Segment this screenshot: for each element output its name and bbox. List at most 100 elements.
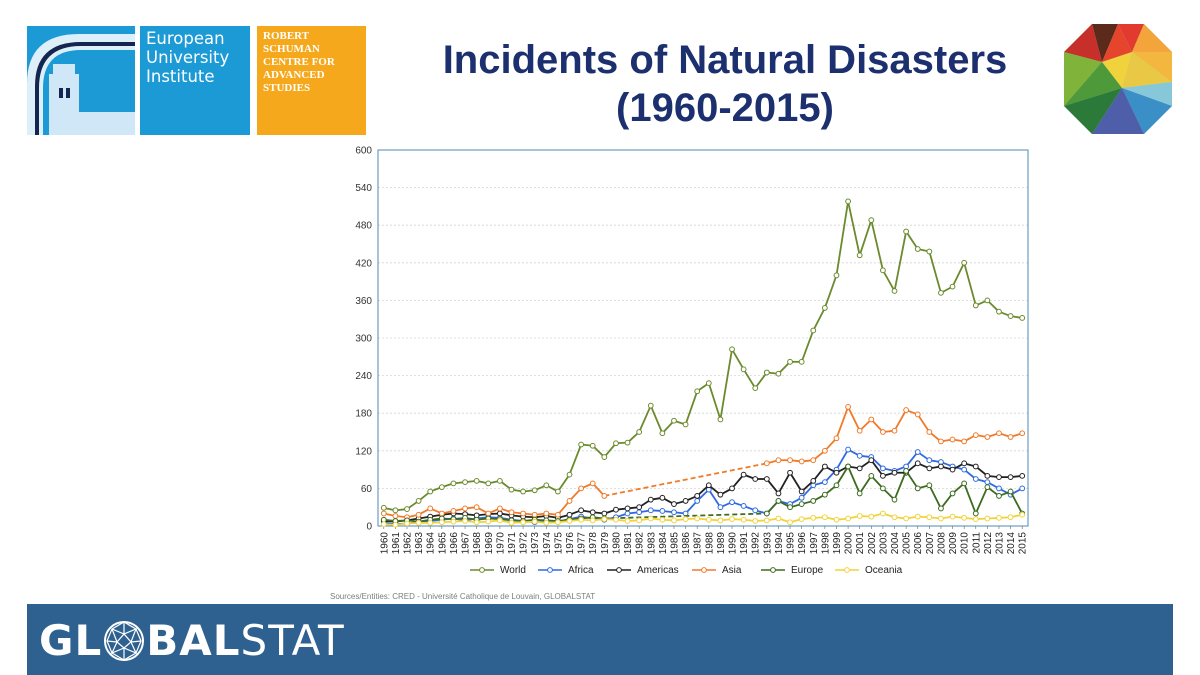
data-point: [415, 498, 422, 504]
data-point: [845, 446, 851, 453]
data-point: [775, 457, 782, 464]
data-point: [450, 480, 457, 487]
data-point: [578, 507, 585, 514]
data-point: [787, 469, 793, 476]
data-point: [868, 416, 875, 423]
data-point: [810, 498, 817, 504]
data-point: [926, 482, 933, 489]
data-point: [880, 472, 886, 479]
series-segment: [649, 405, 664, 434]
eui-name: European University Institute: [146, 29, 229, 86]
y-tick-label: 60: [361, 484, 373, 495]
series-segment: [847, 406, 861, 432]
series-segment: [812, 465, 826, 482]
data-point: [763, 476, 770, 482]
data-point: [694, 493, 701, 499]
data-point: [868, 457, 875, 464]
data-point: [914, 449, 921, 455]
data-point: [856, 513, 863, 519]
data-point: [647, 515, 654, 522]
x-tick-label: 1967: [461, 532, 472, 555]
series-segment: [905, 230, 919, 250]
data-point: [496, 517, 503, 524]
data-point: [1007, 434, 1014, 440]
chart-legend: World Africa Americas Asia Europe Oceania: [470, 565, 903, 576]
x-tick-label: 2014: [1006, 532, 1017, 555]
data-point: [729, 346, 735, 353]
data-point: [404, 520, 410, 527]
data-point: [462, 479, 468, 486]
series-world: [380, 198, 1026, 514]
data-point: [775, 370, 782, 377]
data-point: [880, 485, 886, 492]
series-segment: [847, 201, 861, 256]
x-tick-label: 1963: [414, 532, 425, 555]
x-tick-label: 1995: [786, 532, 797, 555]
data-point: [821, 447, 828, 454]
series-segment: [905, 451, 919, 468]
data-point: [798, 501, 805, 507]
data-point: [1007, 514, 1014, 521]
x-tick-label: 2000: [844, 532, 855, 555]
series-segment: [963, 483, 977, 514]
data-point: [903, 228, 910, 235]
x-tick-label: 1979: [600, 532, 611, 555]
x-tick-label: 2007: [925, 532, 936, 555]
series-segment: [731, 348, 745, 370]
data-point: [671, 417, 677, 424]
data-point: [856, 465, 863, 472]
x-tick-label: 1996: [797, 532, 808, 555]
series-segment: [835, 449, 849, 471]
x-tick-label: 1994: [774, 532, 785, 555]
data-point: [891, 288, 898, 294]
data-point: [740, 516, 747, 523]
data-point: [914, 485, 921, 492]
series-segment: [1009, 491, 1023, 514]
data-point: [659, 516, 666, 523]
data-point: [926, 457, 933, 464]
x-tick-label: 1971: [507, 532, 518, 555]
data-point: [485, 518, 492, 525]
legend-item-americas: Americas: [607, 565, 679, 576]
data-point: [601, 516, 608, 523]
legend-label: Oceania: [865, 565, 903, 576]
data-point: [1019, 430, 1026, 437]
y-tick-label: 0: [366, 522, 372, 533]
data-point: [473, 477, 480, 484]
series-segment: [951, 262, 965, 288]
series-segment: [835, 406, 849, 439]
series-americas: [380, 457, 1026, 525]
legend-item-world: World: [470, 565, 526, 576]
data-point: [752, 476, 759, 482]
data-point: [996, 493, 1002, 499]
series-segment: [731, 474, 745, 489]
data-point: [531, 487, 538, 494]
x-tick-label: 1985: [669, 532, 680, 555]
series-segment: [847, 466, 861, 494]
data-point: [810, 457, 817, 464]
data-point: [589, 509, 596, 516]
series-segment: [870, 459, 884, 477]
series-segment: [742, 368, 756, 389]
y-axis-ticks: 0 60 120 180 240 300 360 420 480 540 600: [355, 146, 372, 533]
rsc-name: ROBERT SCHUMAN CENTRE FOR ADVANCED STUDI…: [263, 30, 335, 95]
series-segment: [638, 405, 652, 433]
x-tick-label: 1972: [519, 532, 530, 555]
series-segment: [824, 275, 838, 309]
data-point: [717, 517, 724, 524]
series-segment: [928, 484, 942, 509]
x-tick-label: 2005: [902, 532, 913, 555]
data-point: [508, 519, 515, 526]
data-point: [555, 519, 561, 526]
x-tick-label: 1986: [681, 532, 692, 555]
y-tick-label: 300: [355, 334, 372, 345]
brand-text-bal: BAL: [146, 616, 241, 665]
legend-marker: [844, 567, 850, 573]
data-point: [798, 358, 805, 365]
data-point: [833, 516, 840, 523]
rsc-line-3: CENTRE FOR: [263, 56, 335, 68]
data-point: [520, 488, 526, 495]
series-segment: [835, 201, 849, 276]
data-point: [821, 463, 828, 470]
series-lines: [380, 198, 1026, 528]
